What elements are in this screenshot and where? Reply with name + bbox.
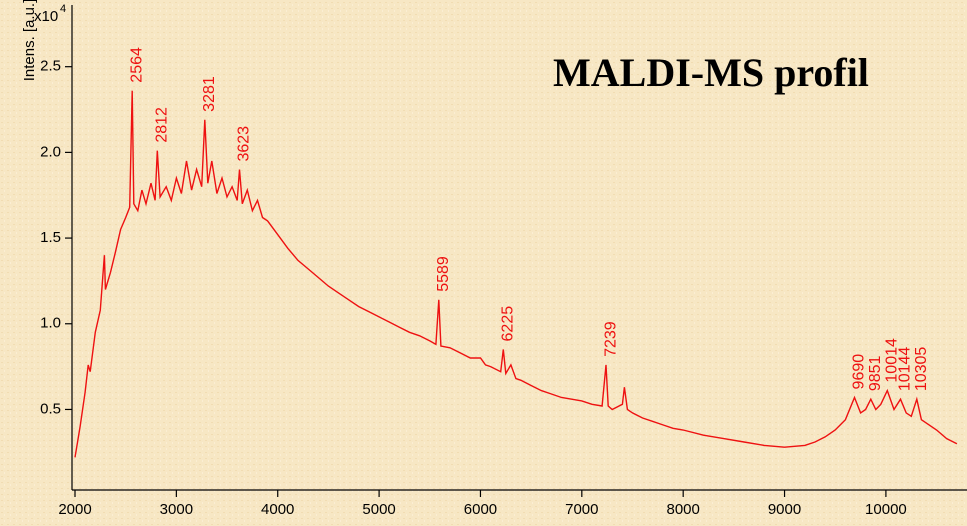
peak-label: 3623 — [236, 126, 253, 162]
x-tick-label: 5000 — [362, 501, 395, 518]
x-tick-label: 3000 — [160, 501, 193, 518]
y-scale-base: x10 — [34, 8, 58, 25]
peak-label: 9690 — [851, 354, 868, 390]
chart-title: MALDI-MS profil — [553, 50, 869, 95]
x-tick-label: 2000 — [58, 501, 91, 518]
x-tick-label: 7000 — [565, 501, 598, 518]
peak-label: 6225 — [499, 306, 516, 342]
peak-label: 9851 — [867, 355, 884, 391]
peak-label: 10144 — [897, 347, 914, 392]
y-tick-label: 1.0 — [40, 315, 61, 332]
peak-label: 2812 — [154, 107, 171, 143]
y-tick-label: 2.5 — [40, 58, 61, 75]
y-axis-label: Intens. [a.u.] — [21, 0, 38, 81]
peak-label: 2564 — [128, 47, 145, 83]
peak-label: 10014 — [884, 338, 901, 383]
x-tick-label: 8000 — [666, 501, 699, 518]
y-tick-label: 0.5 — [40, 400, 61, 417]
x-tick-label: 10000 — [865, 501, 907, 518]
peak-label: 7239 — [602, 321, 619, 357]
peak-label: 3281 — [201, 76, 218, 112]
peak-label: 10305 — [913, 347, 930, 392]
y-tick-label: 2.0 — [40, 143, 61, 160]
x-tick-label: 9000 — [768, 501, 801, 518]
peak-label: 5589 — [435, 256, 452, 292]
y-scale-exponent: 4 — [60, 3, 66, 15]
x-tick-label: 6000 — [464, 501, 497, 518]
y-tick-label: 1.5 — [40, 229, 61, 246]
x-tick-label: 4000 — [261, 501, 294, 518]
spectrum-line — [74, 90, 958, 458]
